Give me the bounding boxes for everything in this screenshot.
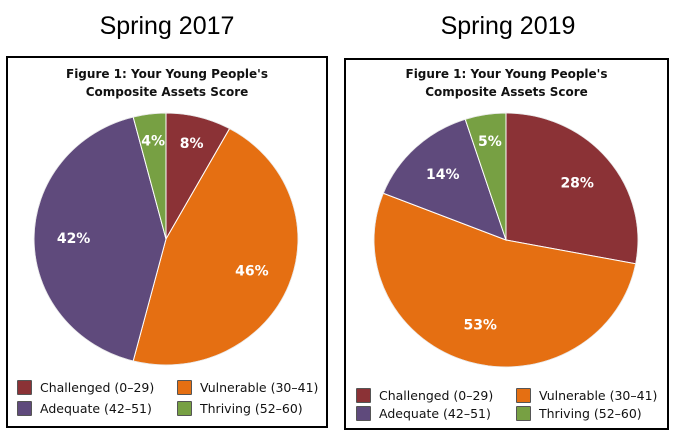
data-label-adequate: 14% xyxy=(426,167,460,183)
chart-title-line-1: Figure 1: Your Young People's xyxy=(66,67,268,81)
data-label-thriving: 5% xyxy=(478,134,502,150)
pie-chart-2019: 28% 53% 14% 5% xyxy=(373,112,639,368)
legend-swatch-vulnerable xyxy=(177,380,192,395)
legend-label-adequate: Adequate (42–51) xyxy=(379,406,491,421)
chart-title-line-1: Figure 1: Your Young People's xyxy=(405,67,608,81)
legend-label-vulnerable: Vulnerable (30–41) xyxy=(200,380,319,395)
heading-spring-2017: Spring 2017 xyxy=(99,12,235,40)
legend-item-vulnerable: Vulnerable (30–41) xyxy=(516,388,657,403)
legend-label-adequate: Adequate (42–51) xyxy=(40,401,152,416)
legend-label-thriving: Thriving (52–60) xyxy=(200,401,303,416)
data-label-thriving: 4% xyxy=(141,133,165,149)
legend-label-vulnerable: Vulnerable (30–41) xyxy=(539,388,658,403)
data-label-vulnerable: 46% xyxy=(235,263,269,279)
chart-title: Figure 1: Your Young People's Composite … xyxy=(8,65,326,101)
legend-label-thriving: Thriving (52–60) xyxy=(539,406,642,421)
legend-item-adequate: Adequate (42–51) xyxy=(356,406,491,421)
legend-swatch-vulnerable xyxy=(516,388,531,403)
data-label-challenged: 8% xyxy=(180,136,204,152)
legend-item-challenged: Challenged (0–29) xyxy=(356,388,493,403)
legend-item-vulnerable: Vulnerable (30–41) xyxy=(177,380,318,395)
legend-swatch-challenged xyxy=(17,380,32,395)
heading-spring-2019: Spring 2019 xyxy=(440,12,576,40)
chart-panel-2019: Figure 1: Your Young People's Composite … xyxy=(344,58,669,430)
legend-label-challenged: Challenged (0–29) xyxy=(40,380,155,395)
legend-swatch-challenged xyxy=(356,388,371,403)
legend-swatch-adequate xyxy=(17,401,32,416)
legend-item-thriving: Thriving (52–60) xyxy=(516,406,642,421)
chart-title-line-2: Composite Assets Score xyxy=(425,85,588,99)
legend-label-challenged: Challenged (0–29) xyxy=(379,388,494,403)
chart-title-line-2: Composite Assets Score xyxy=(85,85,249,99)
chart-panel-2017: Figure 1: Your Young People's Composite … xyxy=(6,56,328,428)
legend-item-challenged: Challenged (0–29) xyxy=(17,380,154,395)
chart-title: Figure 1: Your Young People's Composite … xyxy=(346,65,667,101)
pie-outline xyxy=(33,112,299,366)
legend-swatch-thriving xyxy=(516,406,531,421)
legend-swatch-thriving xyxy=(177,401,192,416)
legend-item-adequate: Adequate (42–51) xyxy=(17,401,152,416)
data-label-vulnerable: 53% xyxy=(463,317,497,333)
legend-item-thriving: Thriving (52–60) xyxy=(177,401,303,416)
pie-outline xyxy=(373,112,639,368)
legend-swatch-adequate xyxy=(356,406,371,421)
data-label-adequate: 42% xyxy=(57,231,91,247)
data-label-challenged: 28% xyxy=(560,175,594,191)
pie-chart-2017: 8% 46% 42% 4% xyxy=(33,112,299,366)
